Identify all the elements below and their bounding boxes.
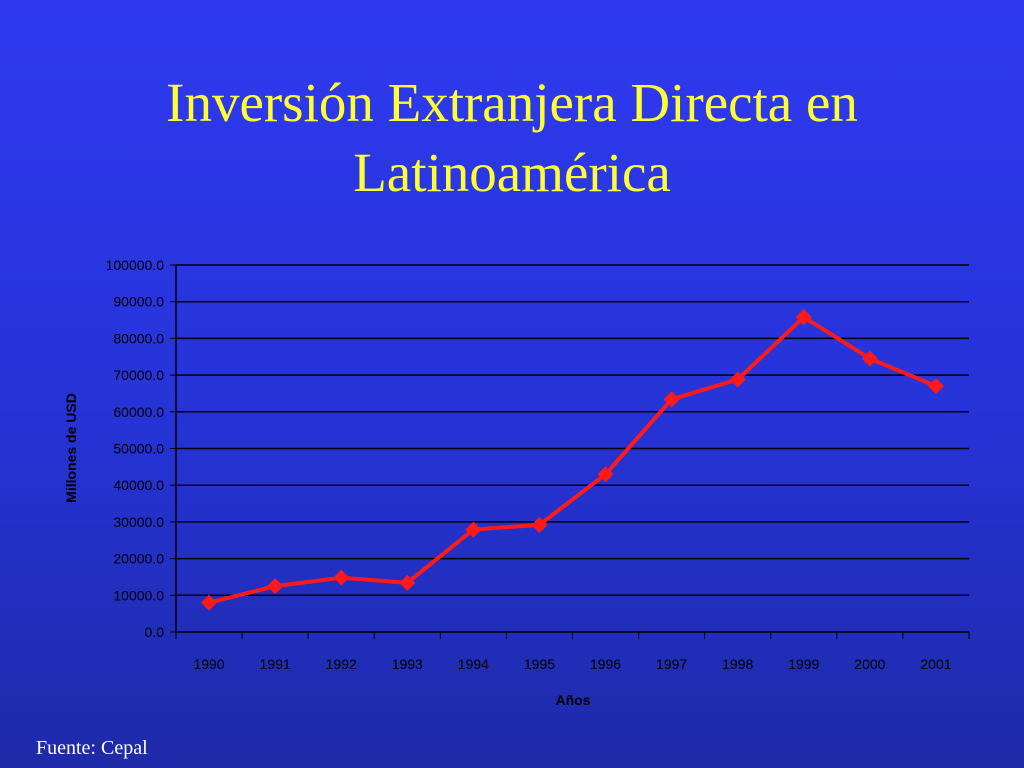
x-tick-label: 1994 [458, 656, 489, 672]
x-tick-label: 2001 [920, 656, 951, 672]
data-point-marker [465, 521, 482, 538]
x-tick-label: 1995 [524, 656, 555, 672]
x-tick-label: 1990 [193, 656, 224, 672]
y-tick-label: 0.0 [145, 624, 165, 640]
gridlines [176, 264, 969, 597]
y-tick-label: 50000.0 [113, 441, 164, 457]
series [201, 309, 944, 611]
data-point-marker [729, 371, 746, 388]
data-point-marker [201, 594, 218, 611]
y-tick-label: 30000.0 [113, 514, 164, 530]
y-tick-label: 40000.0 [113, 477, 164, 493]
data-point-marker [861, 350, 878, 367]
x-tick-label: 1992 [326, 656, 357, 672]
x-axis-title: Años [556, 692, 591, 708]
x-tick-label: 1999 [788, 656, 819, 672]
y-tick-label: 80000.0 [113, 330, 164, 346]
x-tick-label: 1998 [722, 656, 753, 672]
y-tick-label: 10000.0 [113, 587, 164, 603]
data-point-marker [927, 378, 944, 395]
x-tick-label: 1991 [260, 656, 291, 672]
data-point-marker [597, 466, 614, 483]
x-tick-label: 2000 [854, 656, 885, 672]
slide-title: Inversión Extranjera Directa en Latinoam… [0, 68, 1024, 208]
data-point-marker [795, 309, 812, 326]
x-tick-label: 1996 [590, 656, 621, 672]
data-point-marker [267, 578, 284, 595]
data-point-marker [663, 391, 680, 408]
y-tick-label: 70000.0 [113, 367, 164, 383]
source-note: Fuente: Cepal [36, 737, 148, 759]
slide-title-line-2: Latinoamérica [353, 142, 671, 203]
data-point-marker [333, 569, 350, 586]
series-line [207, 315, 938, 605]
y-tick-labels: 0.0 10000.0 20000.0 30000.0 40000.0 50000.0 60… [106, 257, 165, 640]
y-tick-label: 90000.0 [113, 294, 164, 310]
x-tick-label: 1993 [392, 656, 423, 672]
y-tick-label: 60000.0 [113, 404, 164, 420]
data-point-marker [399, 574, 416, 591]
y-axis-title: Millones de USD [63, 393, 79, 503]
y-tick-label: 20000.0 [113, 551, 164, 567]
x-tick-labels: 1990 1991 1992 1993 1994 1995 1996 1997 1998 1999… [193, 656, 951, 672]
slide-title-line-1: Inversión Extranjera Directa en [166, 72, 858, 133]
data-point-marker [531, 516, 548, 533]
x-tick-label: 1997 [656, 656, 687, 672]
y-tick-label: 100000.0 [106, 257, 165, 273]
axes [170, 264, 970, 639]
